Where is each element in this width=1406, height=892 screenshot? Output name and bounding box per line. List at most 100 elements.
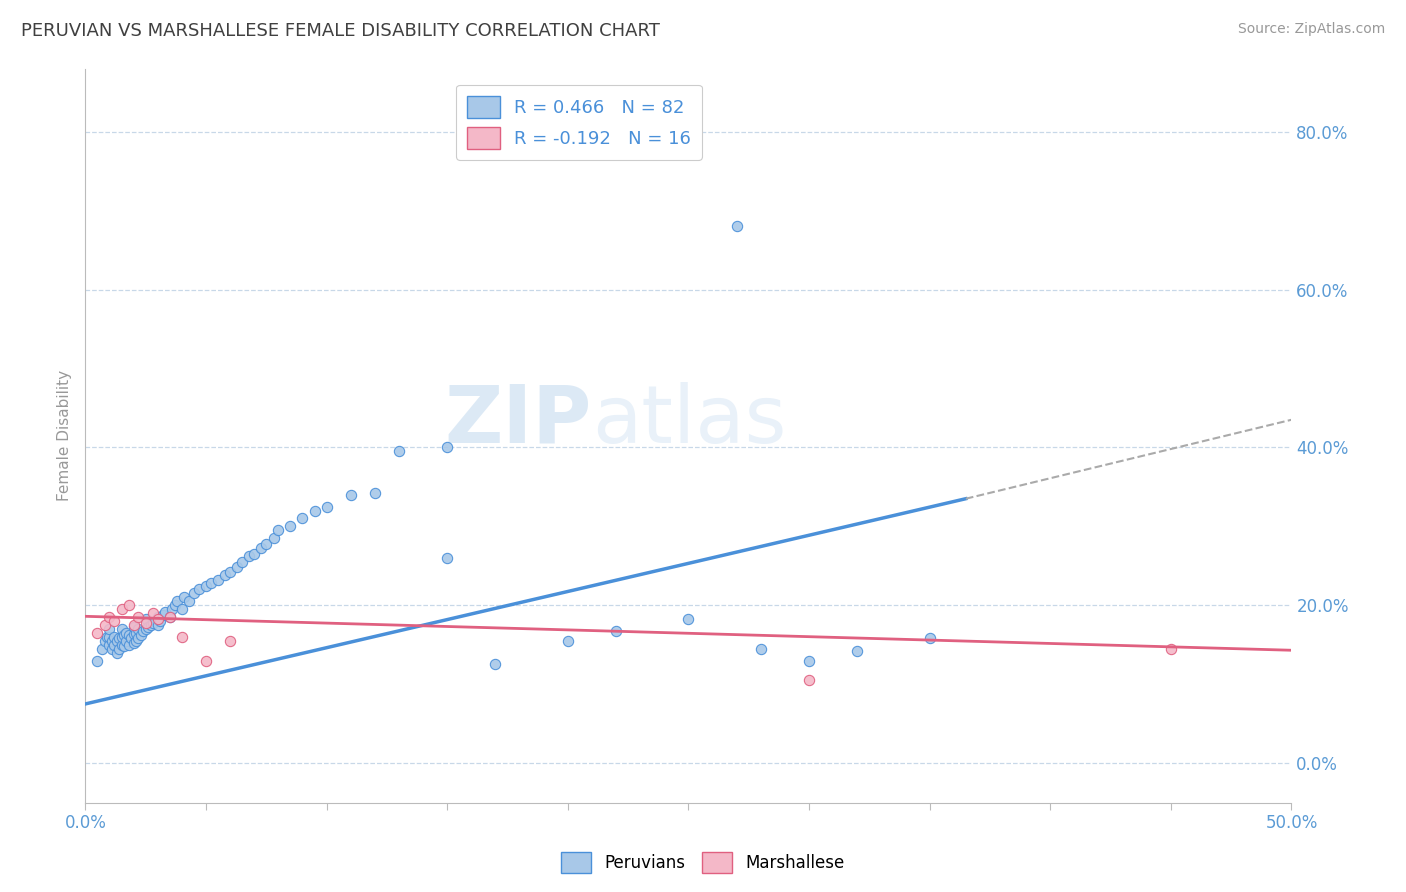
Point (254, 537, 277, 551)
Point (315, 500, 337, 514)
Point (159, 610, 181, 624)
Legend: R = 0.466   N = 82, R = -0.192   N = 16: R = 0.466 N = 82, R = -0.192 N = 16 (456, 85, 702, 160)
Point (146, 610, 169, 624)
Point (93, 633, 115, 648)
Point (231, 555, 253, 569)
Point (108, 632, 131, 646)
Point (98, 638, 121, 652)
Point (98, 622, 121, 636)
Text: Source: ZipAtlas.com: Source: ZipAtlas.com (1237, 22, 1385, 37)
Point (98, 630, 121, 644)
Point (103, 614, 125, 628)
Point (267, 523, 290, 537)
Point (139, 618, 162, 632)
Point (605, 624, 627, 638)
Point (725, 219, 748, 234)
Point (238, 549, 260, 564)
Point (304, 503, 326, 517)
Point (195, 578, 218, 592)
Point (112, 640, 135, 654)
Text: PERUVIAN VS MARSHALLESE FEMALE DISABILITY CORRELATION CHART: PERUVIAN VS MARSHALLESE FEMALE DISABILIT… (21, 22, 659, 40)
Point (86, 653, 108, 667)
Legend: Peruvians, Marshallese: Peruvians, Marshallese (554, 846, 852, 880)
Point (170, 630, 193, 644)
Point (125, 633, 148, 648)
Point (103, 638, 125, 652)
Point (142, 615, 165, 630)
Point (219, 633, 242, 648)
Point (173, 591, 195, 605)
Point (200, 576, 222, 591)
Point (93, 618, 115, 632)
Point (86, 626, 108, 640)
Point (125, 626, 148, 640)
Point (122, 618, 145, 632)
Point (436, 441, 458, 455)
Point (557, 633, 579, 648)
Point (166, 594, 188, 608)
Point (127, 610, 149, 624)
Point (339, 488, 361, 502)
Point (122, 627, 145, 641)
Point (115, 633, 138, 648)
Point (142, 606, 165, 620)
Point (250, 541, 273, 556)
Point (110, 602, 132, 616)
Point (146, 618, 169, 632)
Y-axis label: Female Disability: Female Disability (58, 370, 72, 501)
Text: atlas: atlas (592, 382, 786, 460)
Point (110, 630, 132, 644)
Point (195, 653, 218, 667)
Point (163, 599, 186, 613)
Point (146, 612, 169, 626)
Point (118, 599, 141, 613)
Point (118, 628, 141, 642)
Point (127, 622, 149, 636)
Point (110, 622, 132, 636)
Point (388, 444, 411, 458)
Point (101, 641, 124, 656)
Point (918, 632, 941, 646)
Point (678, 612, 700, 626)
Point (187, 582, 209, 597)
Point (120, 632, 142, 646)
Point (160, 602, 183, 616)
Point (136, 620, 159, 634)
Point (846, 644, 869, 658)
Point (122, 620, 145, 634)
Point (214, 568, 236, 582)
Point (132, 624, 155, 638)
Point (226, 560, 249, 574)
Point (183, 586, 205, 600)
Point (149, 614, 172, 628)
Point (207, 573, 229, 587)
Point (749, 641, 772, 656)
Point (118, 638, 141, 652)
Point (135, 612, 157, 626)
Point (110, 638, 132, 652)
Point (96, 630, 118, 644)
Point (127, 632, 149, 646)
Point (101, 633, 124, 648)
Point (1160, 641, 1182, 656)
Point (219, 565, 242, 579)
Point (364, 486, 387, 500)
Point (98, 610, 121, 624)
Point (436, 550, 458, 565)
Point (243, 547, 266, 561)
Point (103, 630, 125, 644)
Point (105, 633, 128, 648)
Point (797, 673, 820, 688)
Point (115, 626, 138, 640)
Point (122, 636, 145, 650)
Point (280, 519, 302, 533)
Point (177, 594, 200, 608)
Point (129, 628, 152, 642)
Point (263, 531, 285, 545)
Point (108, 641, 131, 656)
Point (797, 653, 820, 667)
Point (135, 622, 157, 636)
Point (291, 511, 314, 525)
Point (152, 607, 174, 622)
Point (105, 646, 128, 660)
